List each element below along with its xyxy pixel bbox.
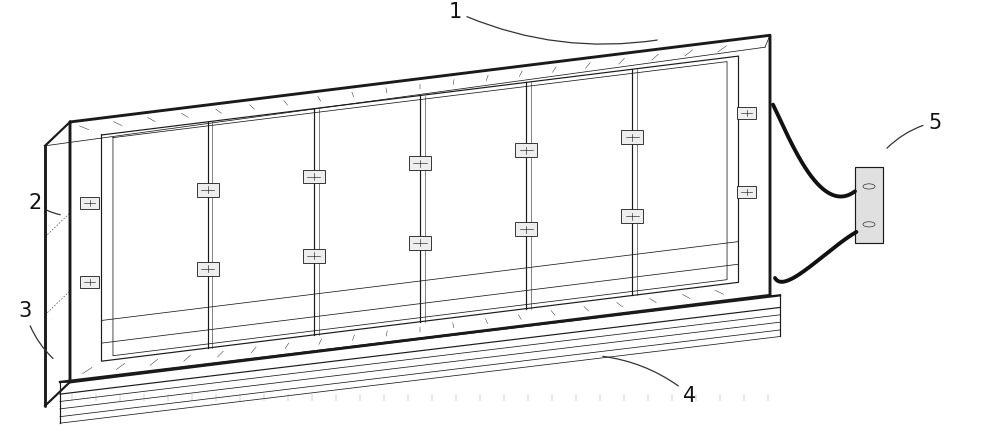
Bar [197, 183, 219, 197]
Bar [737, 108, 756, 119]
Bar [80, 276, 99, 288]
Bar [409, 236, 431, 250]
Text: 2: 2 [28, 193, 60, 215]
Bar [737, 187, 756, 198]
Bar [303, 249, 325, 263]
Bar [621, 210, 643, 224]
Text: 5: 5 [887, 113, 942, 149]
Text: 3: 3 [18, 301, 53, 358]
Bar [409, 157, 431, 171]
Bar [515, 144, 537, 158]
Bar [515, 223, 537, 237]
Text: 1: 1 [448, 3, 657, 45]
Bar [197, 262, 219, 276]
Bar [80, 197, 99, 209]
Bar [303, 170, 325, 184]
Text: 4: 4 [603, 356, 697, 405]
Bar [621, 131, 643, 145]
Bar [855, 168, 883, 244]
